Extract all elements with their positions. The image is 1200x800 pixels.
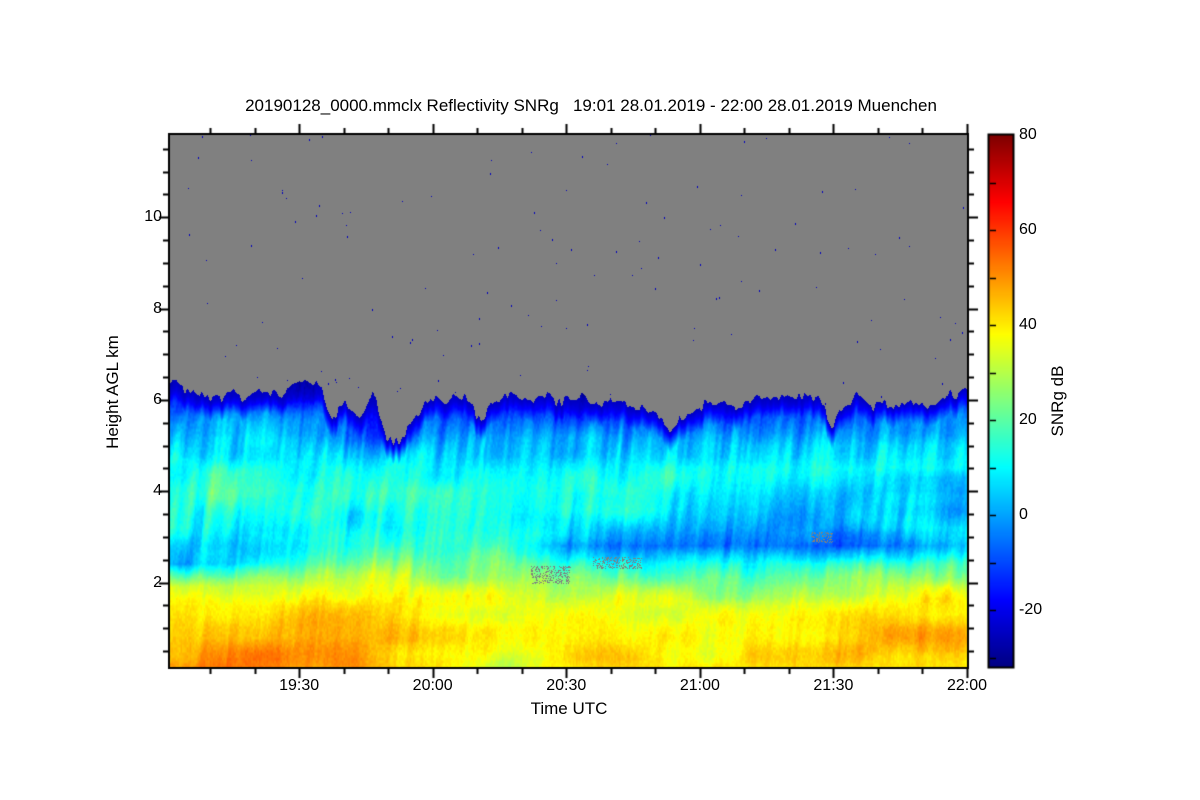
y-tick-label: 10 <box>144 208 162 226</box>
y-tick-label: 6 <box>153 390 162 408</box>
colorbar-tick-label: 60 <box>1019 221 1037 238</box>
colorbar-tick-label: 0 <box>1019 506 1028 523</box>
x-tick-label: 20:00 <box>412 677 453 694</box>
colorbar-tick-label: 80 <box>1019 126 1037 143</box>
colorbar-tick-label: 40 <box>1019 316 1037 333</box>
chart-title: 20190128_0000.mmclx Reflectivity SNRg 19… <box>245 96 937 115</box>
x-tick-label: 21:30 <box>813 677 854 694</box>
colorbar-tick-label: 20 <box>1019 411 1037 428</box>
colorbar-label: SNRg dB <box>1048 365 1067 437</box>
x-tick-label: 21:00 <box>679 677 720 694</box>
y-tick-label: 8 <box>153 299 162 317</box>
y-tick-label: 2 <box>153 573 162 591</box>
x-tick-label: 19:30 <box>279 677 320 694</box>
x-tick-label: 20:30 <box>546 677 587 694</box>
colorbar-tick-label: -20 <box>1019 601 1043 618</box>
x-axis-label: Time UTC <box>530 699 608 718</box>
y-tick-label: 4 <box>153 482 162 500</box>
x-tick-label: 22:00 <box>946 677 988 694</box>
